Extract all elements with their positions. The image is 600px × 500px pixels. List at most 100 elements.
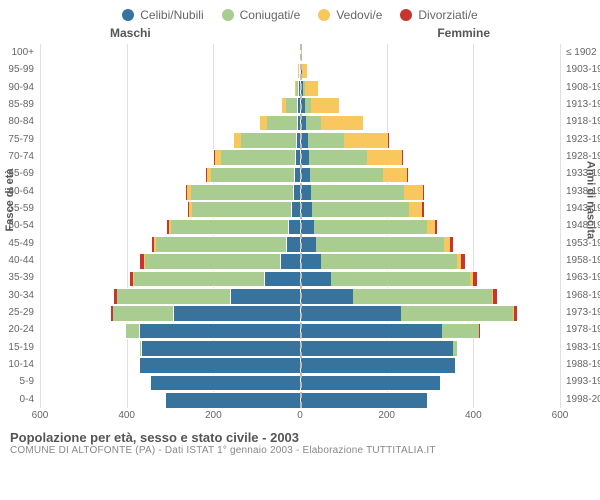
bar-segment — [300, 236, 316, 253]
legend-label: Coniugati/e — [240, 8, 301, 22]
bar-segment — [300, 375, 441, 392]
male-bar — [40, 132, 300, 147]
birth-year-label: 1923-1927 — [560, 134, 600, 145]
bar-segment — [150, 375, 301, 392]
age-label: 65-69 — [8, 168, 40, 179]
bar-segment — [293, 184, 301, 201]
bar-segment — [211, 167, 293, 184]
x-tick: 600 — [552, 410, 569, 421]
birth-year-label: 1918-1922 — [560, 116, 600, 127]
bar-segment — [165, 392, 300, 409]
bar-segment — [280, 253, 301, 270]
age-label: 15-19 — [8, 342, 40, 353]
bar-segment — [141, 340, 300, 357]
bar-segment — [422, 201, 425, 218]
male-bar — [40, 236, 300, 251]
bar-segment — [321, 115, 363, 132]
male-bar — [40, 184, 300, 199]
female-bar — [300, 45, 560, 60]
footer-title: Popolazione per età, sesso e stato civil… — [10, 430, 590, 445]
female-bar — [300, 253, 560, 268]
bar-segment — [267, 115, 297, 132]
legend: Celibi/Nubili Coniugati/e Vedovi/e Divorzia… — [0, 0, 600, 26]
age-label: 30-34 — [8, 290, 40, 301]
birth-year-label: 1978-1982 — [560, 324, 600, 335]
birth-year-label: 1983-1987 — [560, 342, 600, 353]
birth-year-label: 1943-1947 — [560, 203, 600, 214]
birth-year-label: 1928-1932 — [560, 151, 600, 162]
bar-segment — [233, 132, 242, 149]
bar-segment — [353, 288, 492, 305]
bar-segment — [286, 97, 297, 114]
birth-year-label: 1988-1992 — [560, 359, 600, 370]
female-bar — [300, 132, 560, 147]
bar-segment — [171, 219, 288, 236]
legend-swatch — [318, 9, 330, 21]
bar-segment — [264, 271, 300, 288]
male-bar — [40, 219, 300, 234]
bar-segment — [300, 340, 453, 357]
bar-segment — [404, 184, 424, 201]
bar-segment — [300, 357, 456, 374]
legend-item: Vedovi/e — [318, 8, 382, 22]
age-label: 95-99 — [8, 64, 40, 75]
bar-segment — [139, 323, 300, 340]
age-label: 45-49 — [8, 238, 40, 249]
birth-year-label: ≤ 1902 — [560, 47, 597, 58]
bar-segment — [113, 305, 174, 322]
bar-segment — [300, 271, 331, 288]
bar-segment — [453, 340, 458, 357]
legend-label: Celibi/Nubili — [140, 8, 203, 22]
footer-subtitle: COMUNE DI ALTOFONTE (PA) - Dati ISTAT 1°… — [10, 445, 590, 456]
bar-segment — [442, 323, 479, 340]
female-bar — [300, 271, 560, 286]
male-bar — [40, 253, 300, 268]
bar-segment — [402, 149, 404, 166]
female-bar — [300, 375, 560, 390]
bar-segment — [311, 97, 340, 114]
male-bar — [40, 305, 300, 320]
bar-segment — [311, 184, 404, 201]
female-bar — [300, 149, 560, 164]
male-bar — [40, 80, 300, 95]
birth-year-label: 1963-1967 — [560, 272, 600, 283]
population-pyramid-chart: Celibi/Nubili Coniugati/e Vedovi/e Divorzia… — [0, 0, 600, 500]
birth-year-label: 1948-1952 — [560, 220, 600, 231]
female-bar — [300, 219, 560, 234]
legend-item: Coniugati/e — [222, 8, 301, 22]
age-label: 70-74 — [8, 151, 40, 162]
age-label: 40-44 — [8, 255, 40, 266]
bar-segment — [409, 201, 422, 218]
age-label: 90-94 — [8, 82, 40, 93]
bar-segment — [300, 305, 401, 322]
bar-segment — [344, 132, 387, 149]
bar-segment — [230, 288, 300, 305]
bar-segment — [286, 236, 300, 253]
bar-segment — [300, 219, 314, 236]
female-bar — [300, 236, 560, 251]
birth-year-label: 1933-1937 — [560, 168, 600, 179]
plot-area: 100+≤ 190295-991903-190790-941908-191285… — [40, 44, 560, 424]
x-tick: 400 — [465, 410, 482, 421]
age-label: 25-29 — [8, 307, 40, 318]
x-tick: 200 — [205, 410, 222, 421]
age-label: 0-4 — [20, 394, 40, 405]
male-bar — [40, 357, 300, 372]
male-bar — [40, 115, 300, 130]
bar-segment — [331, 271, 470, 288]
male-bar — [40, 375, 300, 390]
birth-year-label: 1953-1957 — [560, 238, 600, 249]
legend-swatch — [400, 9, 412, 21]
female-bar — [300, 392, 560, 407]
legend-swatch — [222, 9, 234, 21]
bar-segment — [435, 219, 438, 236]
bar-segment — [173, 305, 300, 322]
male-bar — [40, 340, 300, 355]
bar-segment — [479, 323, 481, 340]
bar-segment — [401, 305, 514, 322]
bar-segment — [493, 288, 497, 305]
legend-item: Divorziati/e — [400, 8, 477, 22]
bar-segment — [259, 115, 267, 132]
bar-segment — [300, 253, 321, 270]
male-bar — [40, 288, 300, 303]
